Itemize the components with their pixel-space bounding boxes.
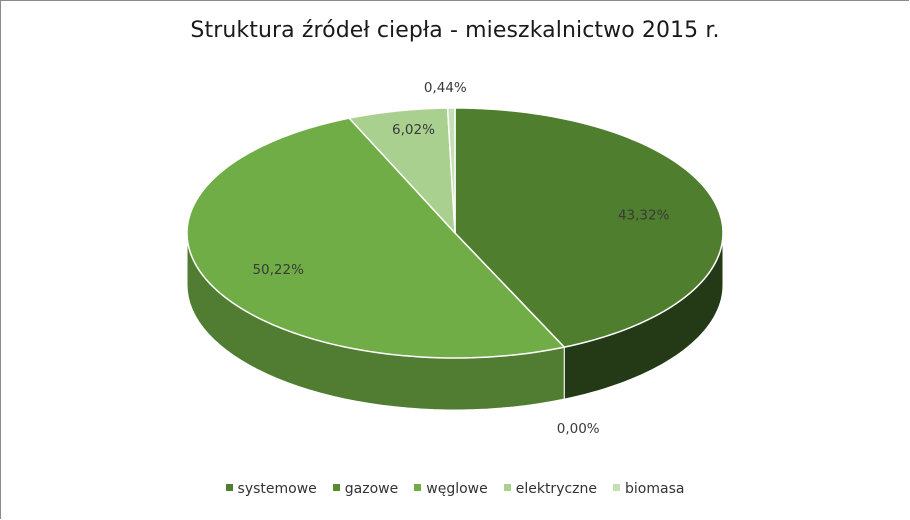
pie-slice-biomasa: [446, 107, 456, 234]
legend-swatch: [332, 484, 340, 491]
legend-label: gazowe: [344, 481, 399, 497]
legend-label: elektryczne: [515, 481, 598, 497]
legend-item-gazowe: gazowe: [332, 481, 399, 497]
pie-chart: 43,32% 0,00% 50,22% 6,02% 0,44%: [186, 80, 724, 437]
data-label-biomasa: 0,44%: [424, 80, 467, 96]
data-labels: 43,32% 0,00% 50,22% 6,02% 0,44%: [252, 80, 669, 437]
pie-slice-elektryczne: [348, 107, 456, 234]
pie-slice-węglowe: [186, 117, 565, 359]
legend-swatch: [225, 484, 233, 491]
chart-legend: systemowe gazowe węglowe elektryczne biomasa: [0, 481, 910, 497]
legend-swatch: [613, 484, 621, 491]
legend-label: biomasa: [625, 481, 685, 497]
data-label-systemowe: 43,32%: [618, 207, 670, 223]
chart-title: Struktura źródeł ciepła - mieszkalnictwo…: [190, 18, 720, 43]
legend-item-węglowe: węglowe: [414, 481, 488, 497]
legend-label: węglowe: [426, 481, 488, 497]
legend-swatch: [414, 484, 422, 491]
data-label-węglowe: 50,22%: [252, 262, 304, 278]
legend-item-biomasa: biomasa: [613, 481, 684, 497]
legend-swatch: [503, 484, 511, 491]
data-label-gazowe: 0,00%: [557, 421, 600, 437]
legend-item-systemowe: systemowe: [225, 481, 317, 497]
legend-label: systemowe: [237, 481, 317, 497]
data-label-elektryczne: 6,02%: [392, 122, 435, 138]
legend-item-elektryczne: elektryczne: [503, 481, 598, 497]
pie-slices: [186, 107, 724, 359]
pie-slice-systemowe: [454, 107, 724, 348]
